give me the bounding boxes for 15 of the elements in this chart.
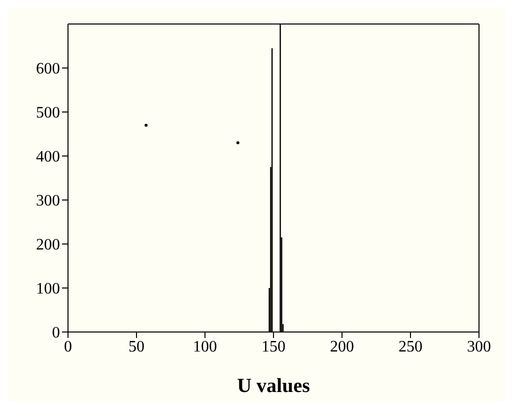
x-tick-label: 100 xyxy=(193,338,217,356)
y-tick-label: 600 xyxy=(36,60,60,78)
y-tick-label: 0 xyxy=(52,324,60,342)
x-tick-label: 200 xyxy=(330,338,354,356)
x-tick-label: 50 xyxy=(128,338,144,356)
x-tick-label: 250 xyxy=(398,338,422,356)
x-tick-label: 0 xyxy=(64,338,72,356)
y-tick-label: 100 xyxy=(36,280,60,298)
x-tick-label: 150 xyxy=(262,338,286,356)
x-axis-title: U values xyxy=(237,375,310,397)
y-tick-label: 400 xyxy=(36,148,60,166)
y-tick-label: 500 xyxy=(36,104,60,122)
y-tick-label: 200 xyxy=(36,236,60,254)
x-tick-label: 300 xyxy=(467,338,491,356)
y-tick-label: 300 xyxy=(36,192,60,210)
